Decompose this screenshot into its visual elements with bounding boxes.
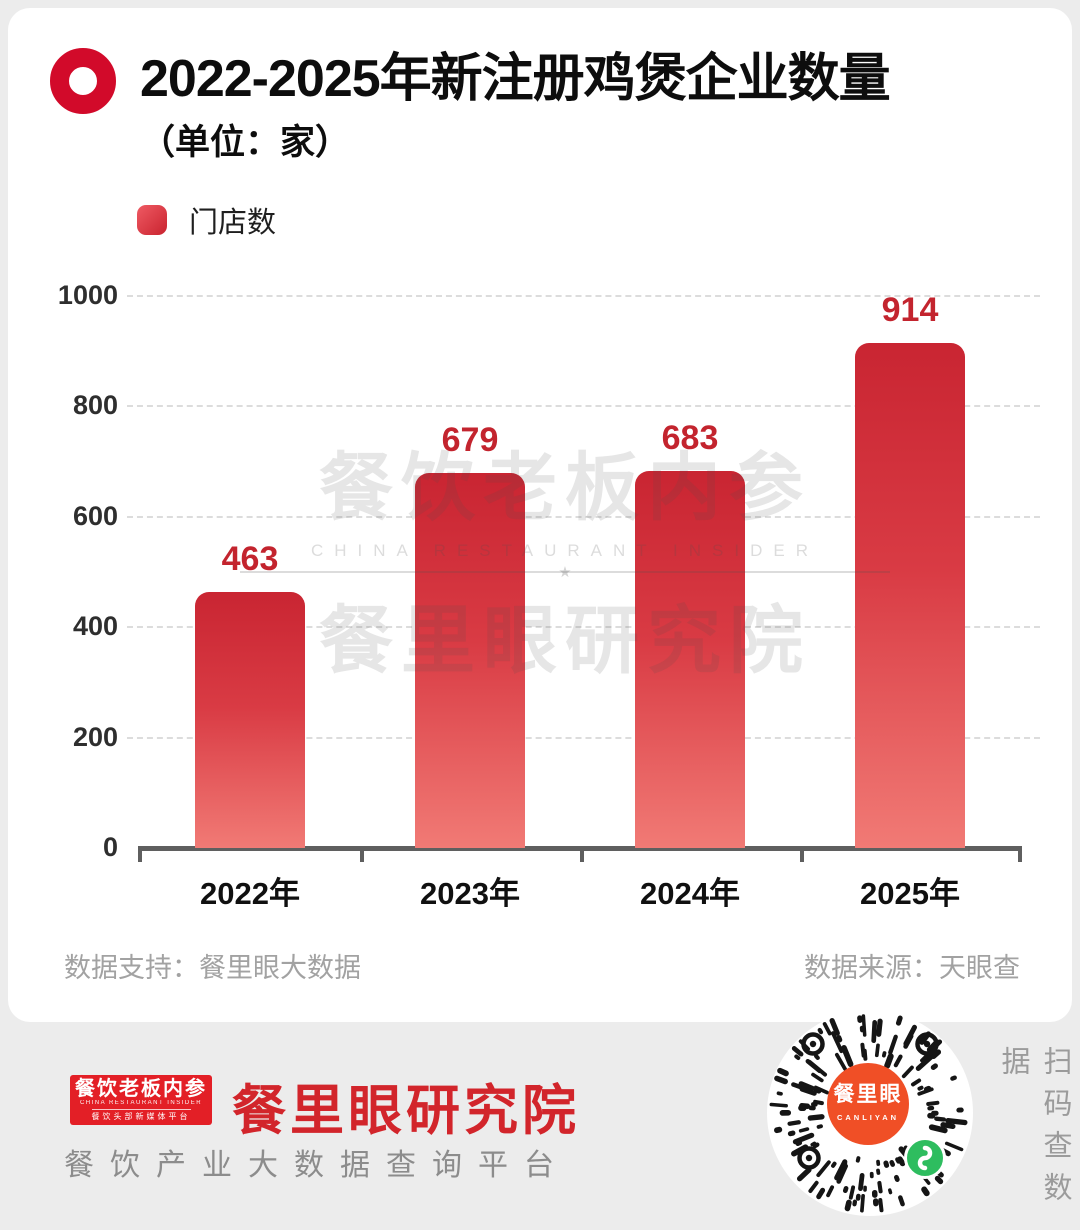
gridline-200 bbox=[127, 736, 1040, 739]
x-axis-tick-0 bbox=[138, 846, 142, 862]
gridline-1000 bbox=[127, 295, 1040, 297]
gridline-400 bbox=[127, 626, 1040, 629]
y-tick-label: 600 bbox=[72, 500, 118, 531]
miniprogram-icon bbox=[904, 1137, 946, 1179]
qr-center-badge bbox=[827, 1063, 909, 1145]
chart-title: 2022-2025年新注册鸡煲企业数量 bbox=[140, 50, 891, 108]
bar-value-label: 463 bbox=[221, 540, 279, 578]
publisher-logo: 餐饮老板内参 CHINA RESTAURANT INSIDER 餐饮头部新媒体平… bbox=[70, 1075, 212, 1125]
brand-tagline: 餐饮产业大数据查询平台 bbox=[64, 1149, 570, 1182]
x-axis-tick-4 bbox=[1018, 846, 1022, 862]
gridline-800 bbox=[127, 405, 1040, 408]
bar-2022年 bbox=[195, 592, 305, 848]
y-tick-label: 400 bbox=[72, 611, 118, 642]
data-support-text: 数据支持：餐里眼大数据 bbox=[64, 953, 361, 983]
y-tick-label: 0 bbox=[102, 832, 118, 862]
x-axis-tick-3 bbox=[800, 846, 804, 862]
bar-2024年 bbox=[635, 471, 745, 848]
bar-value-label: 914 bbox=[881, 291, 939, 329]
x-axis-tick-2 bbox=[580, 846, 584, 862]
x-category-label: 2022年 bbox=[200, 876, 300, 911]
bar-2023年 bbox=[415, 473, 525, 848]
gridline-600 bbox=[127, 515, 1040, 518]
publisher-logo-tagline: 餐饮头部新媒体平台 bbox=[91, 1109, 191, 1122]
legend-label: 门店数 bbox=[189, 207, 277, 239]
qr-dot-pattern bbox=[769, 1014, 968, 1213]
scan-hint-text: 扫码查数据 bbox=[997, 1046, 1071, 1214]
y-tick-label: 800 bbox=[72, 390, 118, 421]
data-source-text: 数据来源：天眼查 bbox=[804, 953, 1020, 983]
bar-value-label: 679 bbox=[441, 421, 499, 459]
publisher-logo-english: CHINA RESTAURANT INSIDER bbox=[79, 1100, 203, 1106]
y-tick-label: 1000 bbox=[57, 280, 118, 310]
chart-unit-label: （单位：家） bbox=[140, 123, 351, 162]
publisher-logo-name: 餐饮老板内参 bbox=[75, 1078, 207, 1100]
x-category-label: 2023年 bbox=[420, 876, 520, 911]
qr-center-subtext: CANLIYAN bbox=[837, 1113, 899, 1122]
y-tick-label: 200 bbox=[72, 721, 118, 752]
x-category-label: 2024年 bbox=[640, 876, 740, 911]
title-bullet-icon bbox=[50, 48, 116, 114]
qr-center-text: 餐里眼 bbox=[834, 1082, 903, 1106]
legend-color-swatch bbox=[137, 205, 167, 235]
bar-value-label: 683 bbox=[661, 419, 719, 457]
brand-name: 餐里眼研究院 bbox=[232, 1081, 580, 1141]
bar-2025年 bbox=[855, 343, 965, 848]
x-category-label: 2025年 bbox=[860, 876, 960, 911]
legend: 门店数 bbox=[137, 199, 276, 241]
x-axis-tick-1 bbox=[360, 846, 364, 862]
qr-code[interactable]: 餐里眼 CANLIYAN bbox=[765, 1008, 980, 1223]
